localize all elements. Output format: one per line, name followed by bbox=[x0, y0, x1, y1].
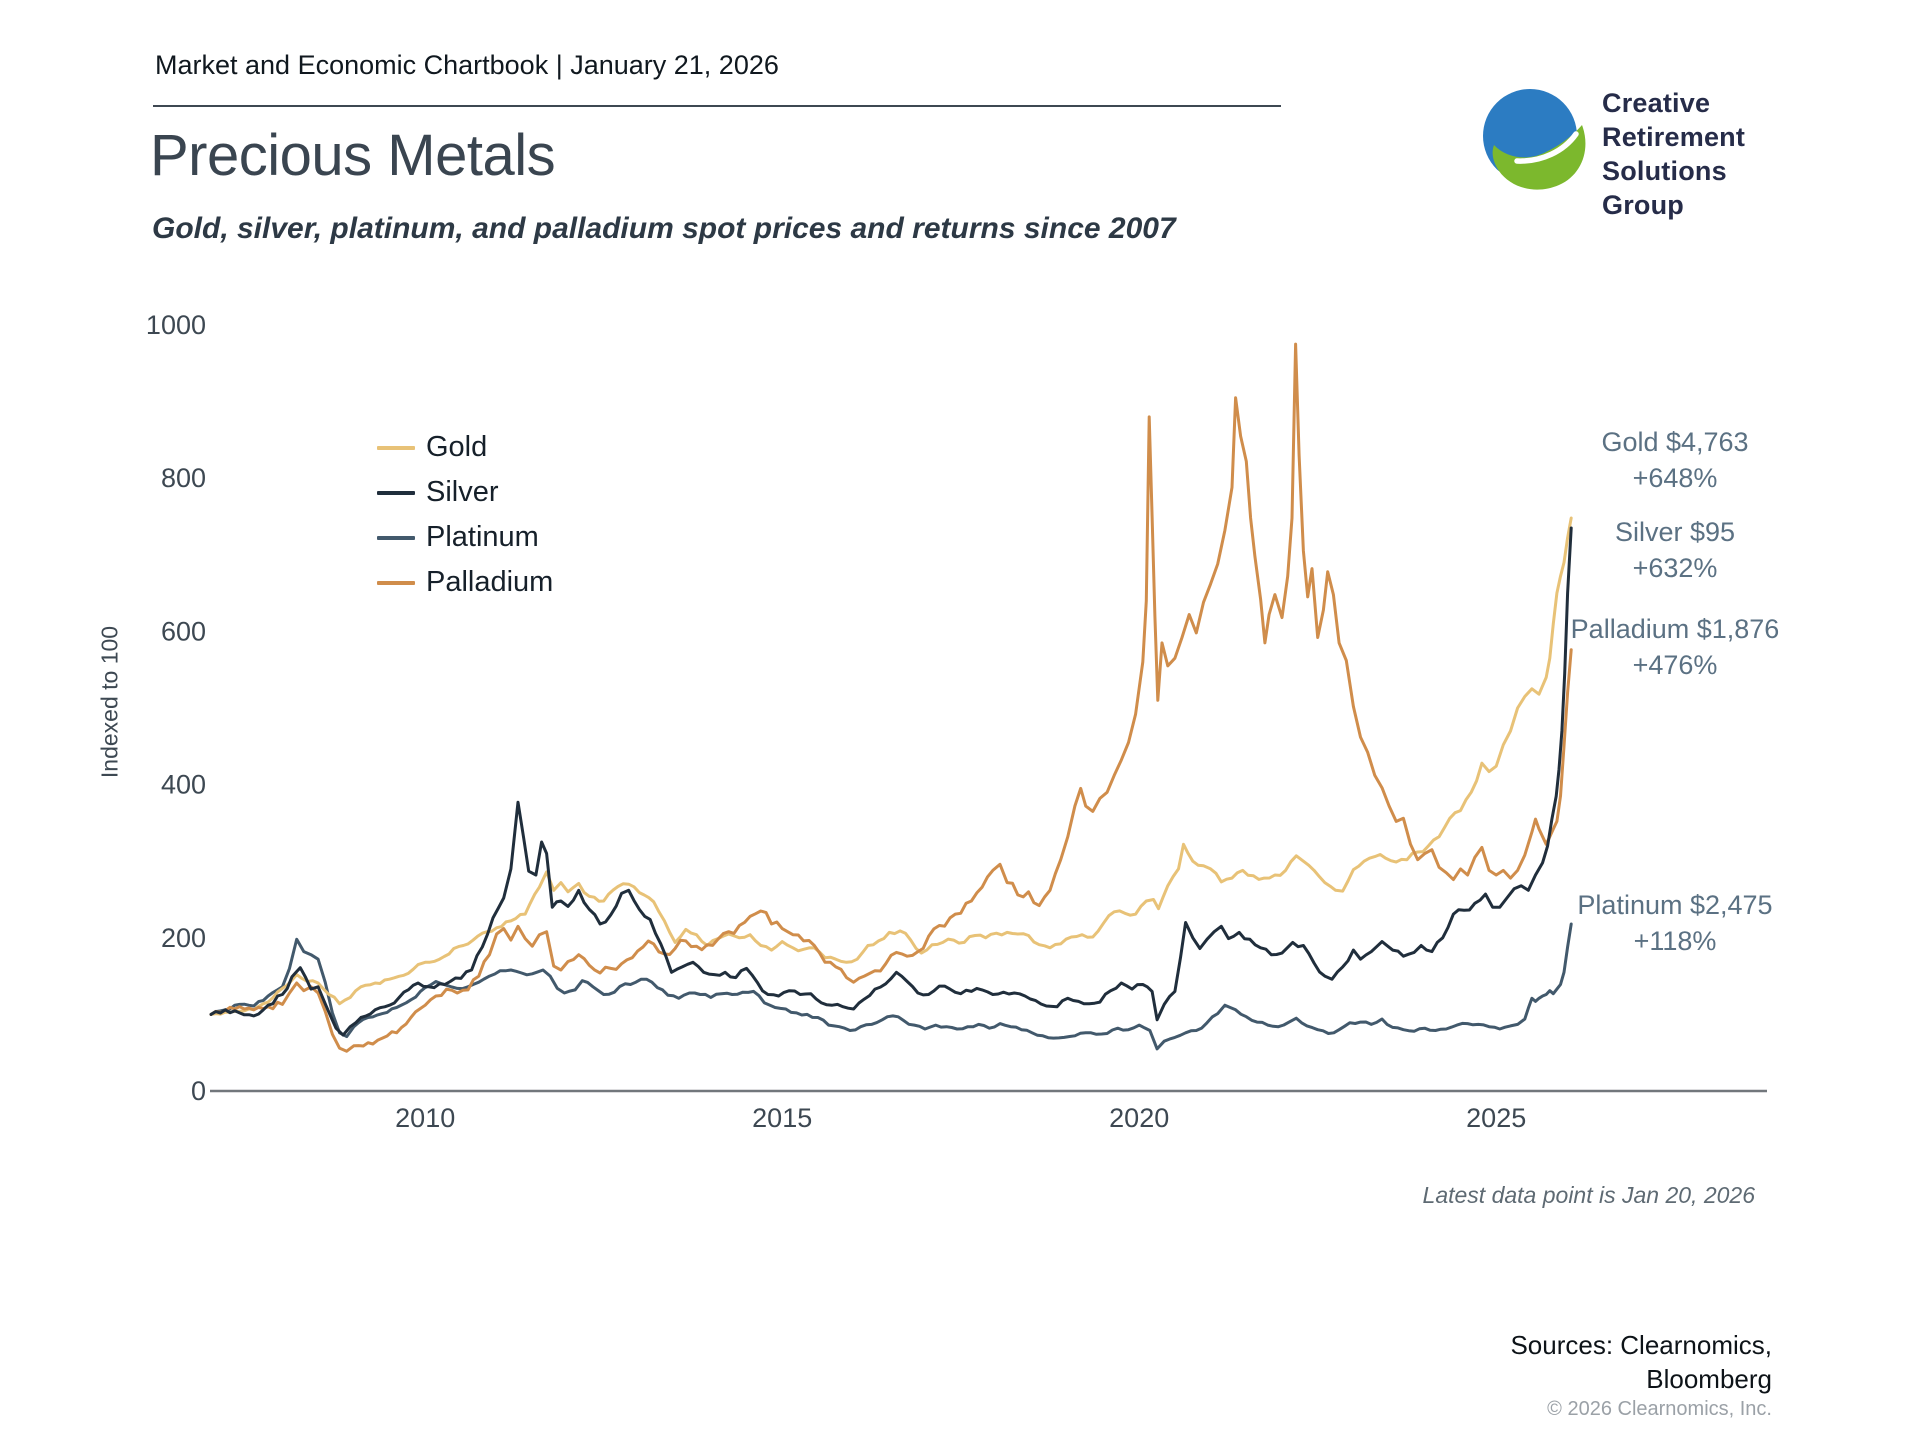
company-logo: Creative Retirement Solutions Group bbox=[1476, 84, 1745, 222]
series-line-silver bbox=[209, 526, 1573, 1037]
legend-item-palladium: Palladium bbox=[377, 560, 553, 605]
legend-swatch-silver bbox=[377, 490, 415, 495]
header-title: Market and Economic Chartbook | January … bbox=[155, 50, 779, 80]
logo-wordmark: Creative Retirement Solutions Group bbox=[1602, 86, 1745, 222]
legend-swatch-gold bbox=[377, 445, 415, 450]
legend-label-gold: Gold bbox=[426, 431, 488, 463]
annotation-silver-return: +632% bbox=[1632, 553, 1718, 583]
legend-label-platinum: Platinum bbox=[426, 521, 539, 553]
sources-line-1: Sources: Clearnomics, bbox=[1510, 1330, 1772, 1360]
y-tick-label-800: 800 bbox=[161, 463, 206, 493]
x-tick-label-2025: 2025 bbox=[1466, 1103, 1526, 1133]
annotation-palladium-price: Palladium $1,876 bbox=[1570, 614, 1780, 644]
logo-line-2: Retirement bbox=[1602, 122, 1746, 152]
x-tick-label-2015: 2015 bbox=[752, 1103, 812, 1133]
annotation-gold-return: +648% bbox=[1632, 463, 1718, 493]
legend-swatch-platinum bbox=[377, 535, 415, 540]
series-line-palladium bbox=[209, 342, 1573, 1053]
legend-swatch-palladium bbox=[377, 580, 415, 585]
logo-line-4: Group bbox=[1602, 190, 1684, 220]
y-axis-title: Indexed to 100 bbox=[96, 625, 123, 779]
series-line-platinum bbox=[209, 922, 1573, 1051]
latest-data-footnote: Latest data point is Jan 20, 2026 bbox=[1422, 1182, 1755, 1208]
logo-line-3: Solutions bbox=[1602, 156, 1727, 186]
sources-text: Sources: Clearnomics, Bloomberg bbox=[1510, 1328, 1772, 1396]
annotation-gold-price: Gold $4,763 bbox=[1601, 427, 1749, 457]
annotation-platinum: Platinum $2,475 +118% bbox=[1551, 887, 1799, 959]
y-tick-label-0: 0 bbox=[191, 1076, 206, 1106]
page-subtitle: Gold, silver, platinum, and palladium sp… bbox=[152, 212, 1176, 245]
annotation-palladium: Palladium $1,876 +476% bbox=[1551, 611, 1799, 683]
legend-label-palladium: Palladium bbox=[426, 566, 554, 598]
header-divider bbox=[153, 105, 1281, 107]
annotation-gold: Gold $4,763 +648% bbox=[1551, 424, 1799, 496]
y-tick-label-400: 400 bbox=[161, 770, 206, 800]
legend-label-silver: Silver bbox=[426, 476, 499, 508]
annotation-silver-price: Silver $95 bbox=[1614, 517, 1736, 547]
logo-line-1: Creative bbox=[1602, 88, 1711, 118]
y-tick-label-600: 600 bbox=[161, 616, 206, 646]
sources-line-2: Bloomberg bbox=[1646, 1364, 1772, 1394]
annotation-platinum-return: +118% bbox=[1633, 926, 1717, 956]
x-tick-label-2020: 2020 bbox=[1109, 1103, 1169, 1133]
annotation-silver: Silver $95 +632% bbox=[1551, 514, 1799, 586]
logo-globe-leaf-icon bbox=[1482, 89, 1587, 190]
annotation-palladium-return: +476% bbox=[1632, 650, 1718, 680]
series-line-gold bbox=[209, 516, 1573, 1016]
legend-item-silver: Silver bbox=[377, 470, 553, 515]
annotation-platinum-price: Platinum $2,475 bbox=[1577, 890, 1773, 920]
page-title: Precious Metals bbox=[150, 123, 556, 188]
legend-item-gold: Gold bbox=[377, 425, 553, 470]
copyright-text: © 2026 Clearnomics, Inc. bbox=[1547, 1398, 1772, 1420]
y-tick-label-1000: 1000 bbox=[146, 310, 206, 340]
y-tick-label-200: 200 bbox=[161, 923, 206, 953]
x-tick-label-2010: 2010 bbox=[395, 1103, 455, 1133]
legend-item-platinum: Platinum bbox=[377, 515, 553, 560]
chart-legend: Gold Silver Platinum Palladium bbox=[377, 425, 553, 605]
